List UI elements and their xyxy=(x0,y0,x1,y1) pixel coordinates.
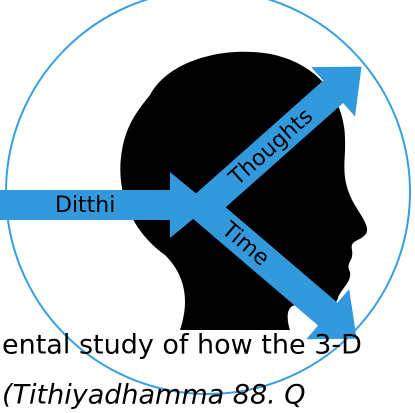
diagram: Thoughts Time Ditthi ental study of how … xyxy=(0,0,415,413)
ditthi-label: Ditthi xyxy=(55,193,115,218)
caption-line: ental study of how the 3-D xyxy=(2,330,362,361)
caption-line: (Tithiyadhamma 88. Q xyxy=(2,380,306,411)
